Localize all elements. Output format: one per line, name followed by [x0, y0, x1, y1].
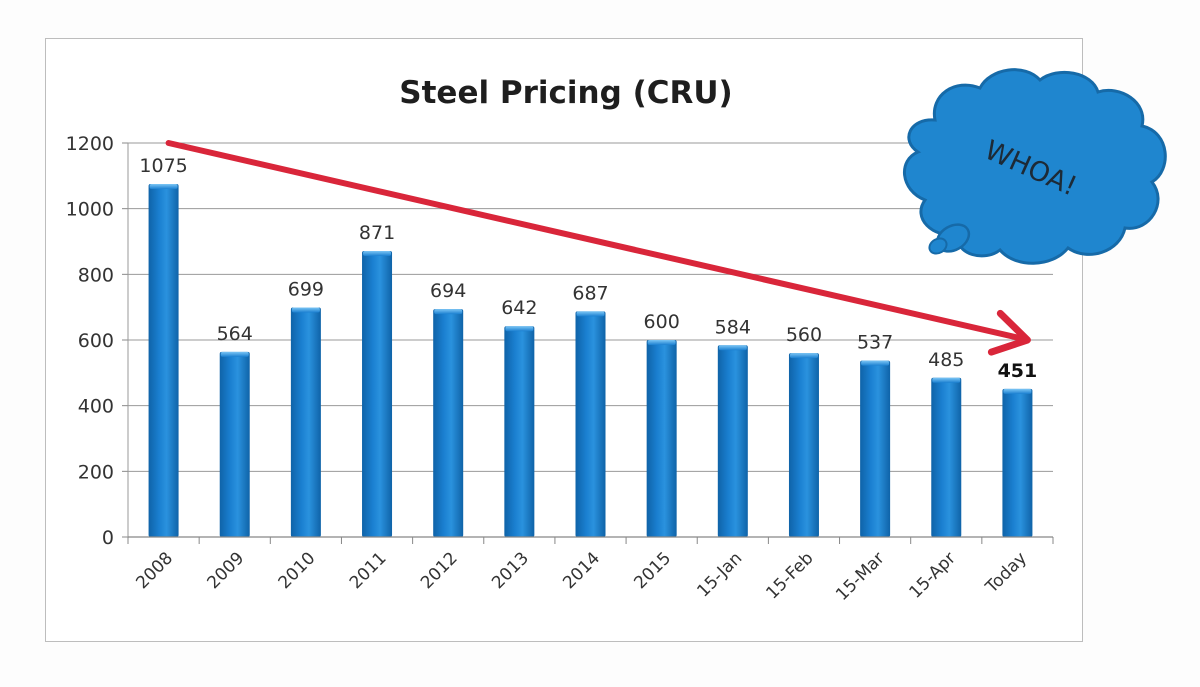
- y-tick-label: 1200: [66, 133, 114, 155]
- x-tick-label: 2013: [488, 548, 533, 593]
- bar-highlight: [363, 251, 392, 257]
- x-tick-label: 15-Jan: [693, 548, 746, 601]
- x-tick-label: 2009: [204, 548, 249, 593]
- bar-today: [1002, 388, 1033, 537]
- bar-highlight: [149, 184, 178, 190]
- data-label: 642: [501, 297, 537, 319]
- bar-highlight: [1003, 388, 1032, 394]
- bar-highlight: [718, 345, 747, 351]
- cloud-body: [902, 68, 1167, 265]
- x-tick-label: 2012: [417, 548, 462, 593]
- bar-highlight: [932, 377, 961, 383]
- bar-15-mar: [860, 360, 891, 537]
- bar-2014: [575, 311, 606, 537]
- data-label: 694: [430, 280, 466, 302]
- data-label: 1075: [139, 155, 187, 177]
- y-tick-label: 400: [78, 396, 114, 418]
- x-tick-label: Today: [981, 548, 1031, 598]
- x-tick-label: 15-Feb: [762, 548, 817, 603]
- y-tick-label: 1000: [66, 199, 114, 221]
- x-tick-label: 2008: [132, 548, 177, 593]
- bar-highlight: [576, 311, 605, 317]
- bar-2013: [504, 326, 535, 537]
- x-tick-label: 2015: [630, 548, 675, 593]
- chart-title: Steel Pricing (CRU): [399, 75, 732, 111]
- y-tick-label: 0: [102, 527, 114, 549]
- bar-highlight: [505, 326, 534, 332]
- y-tick-label: 200: [78, 461, 114, 483]
- x-tick-label: 2010: [275, 548, 320, 593]
- x-tick-label: 2011: [346, 548, 391, 593]
- bar-highlight: [220, 351, 249, 357]
- bar-2015: [646, 340, 677, 537]
- bar-2010: [290, 307, 321, 537]
- bars: [148, 184, 1033, 537]
- bar-highlight: [291, 307, 320, 313]
- bar-15-feb: [788, 353, 819, 537]
- x-tick-label: 15-Mar: [832, 548, 888, 604]
- y-tick-label: 800: [78, 264, 114, 286]
- bar-highlight: [789, 353, 818, 359]
- data-labels: 1075 564 699 871 694 642 687 600 584 560 537 485 451: [139, 155, 1037, 382]
- bar-highlight: [647, 340, 676, 345]
- data-label: 687: [572, 282, 608, 304]
- gridlines: [128, 142, 1053, 472]
- bar-highlight: [861, 360, 890, 366]
- trend-arrow-head: [987, 309, 1031, 356]
- data-label: 600: [644, 311, 680, 333]
- bar-2012: [433, 309, 464, 537]
- bar-15-apr: [931, 377, 962, 537]
- data-label: 564: [217, 323, 253, 345]
- data-label: 537: [857, 332, 893, 354]
- data-label: 485: [928, 349, 964, 371]
- trend-arrow: [165, 140, 1031, 356]
- trend-arrow-shaft: [165, 140, 1023, 341]
- whoa-thought-cloud: WHOA!: [902, 68, 1167, 265]
- data-label: 699: [288, 278, 324, 300]
- x-tick-label: 2014: [559, 548, 604, 593]
- data-label: 871: [359, 222, 395, 244]
- bar-2008: [148, 184, 179, 537]
- bar-2009: [219, 351, 250, 537]
- bar-2011: [362, 251, 393, 537]
- data-label: 451: [998, 360, 1038, 382]
- cloud-bubble-small: [928, 237, 948, 255]
- data-label: 560: [786, 324, 822, 346]
- data-label: 584: [715, 316, 751, 338]
- y-axis: 0 200 400 600 800 1000 1200: [66, 133, 129, 549]
- bar-highlight: [434, 309, 463, 315]
- x-axis: 2008 2009 2010 2011 2012 2013 2014 2015 15-Jan 15…: [127, 536, 1054, 605]
- bar-15-jan: [717, 345, 748, 537]
- y-tick-label: 600: [78, 330, 114, 352]
- x-tick-label: 15-Apr: [905, 548, 959, 602]
